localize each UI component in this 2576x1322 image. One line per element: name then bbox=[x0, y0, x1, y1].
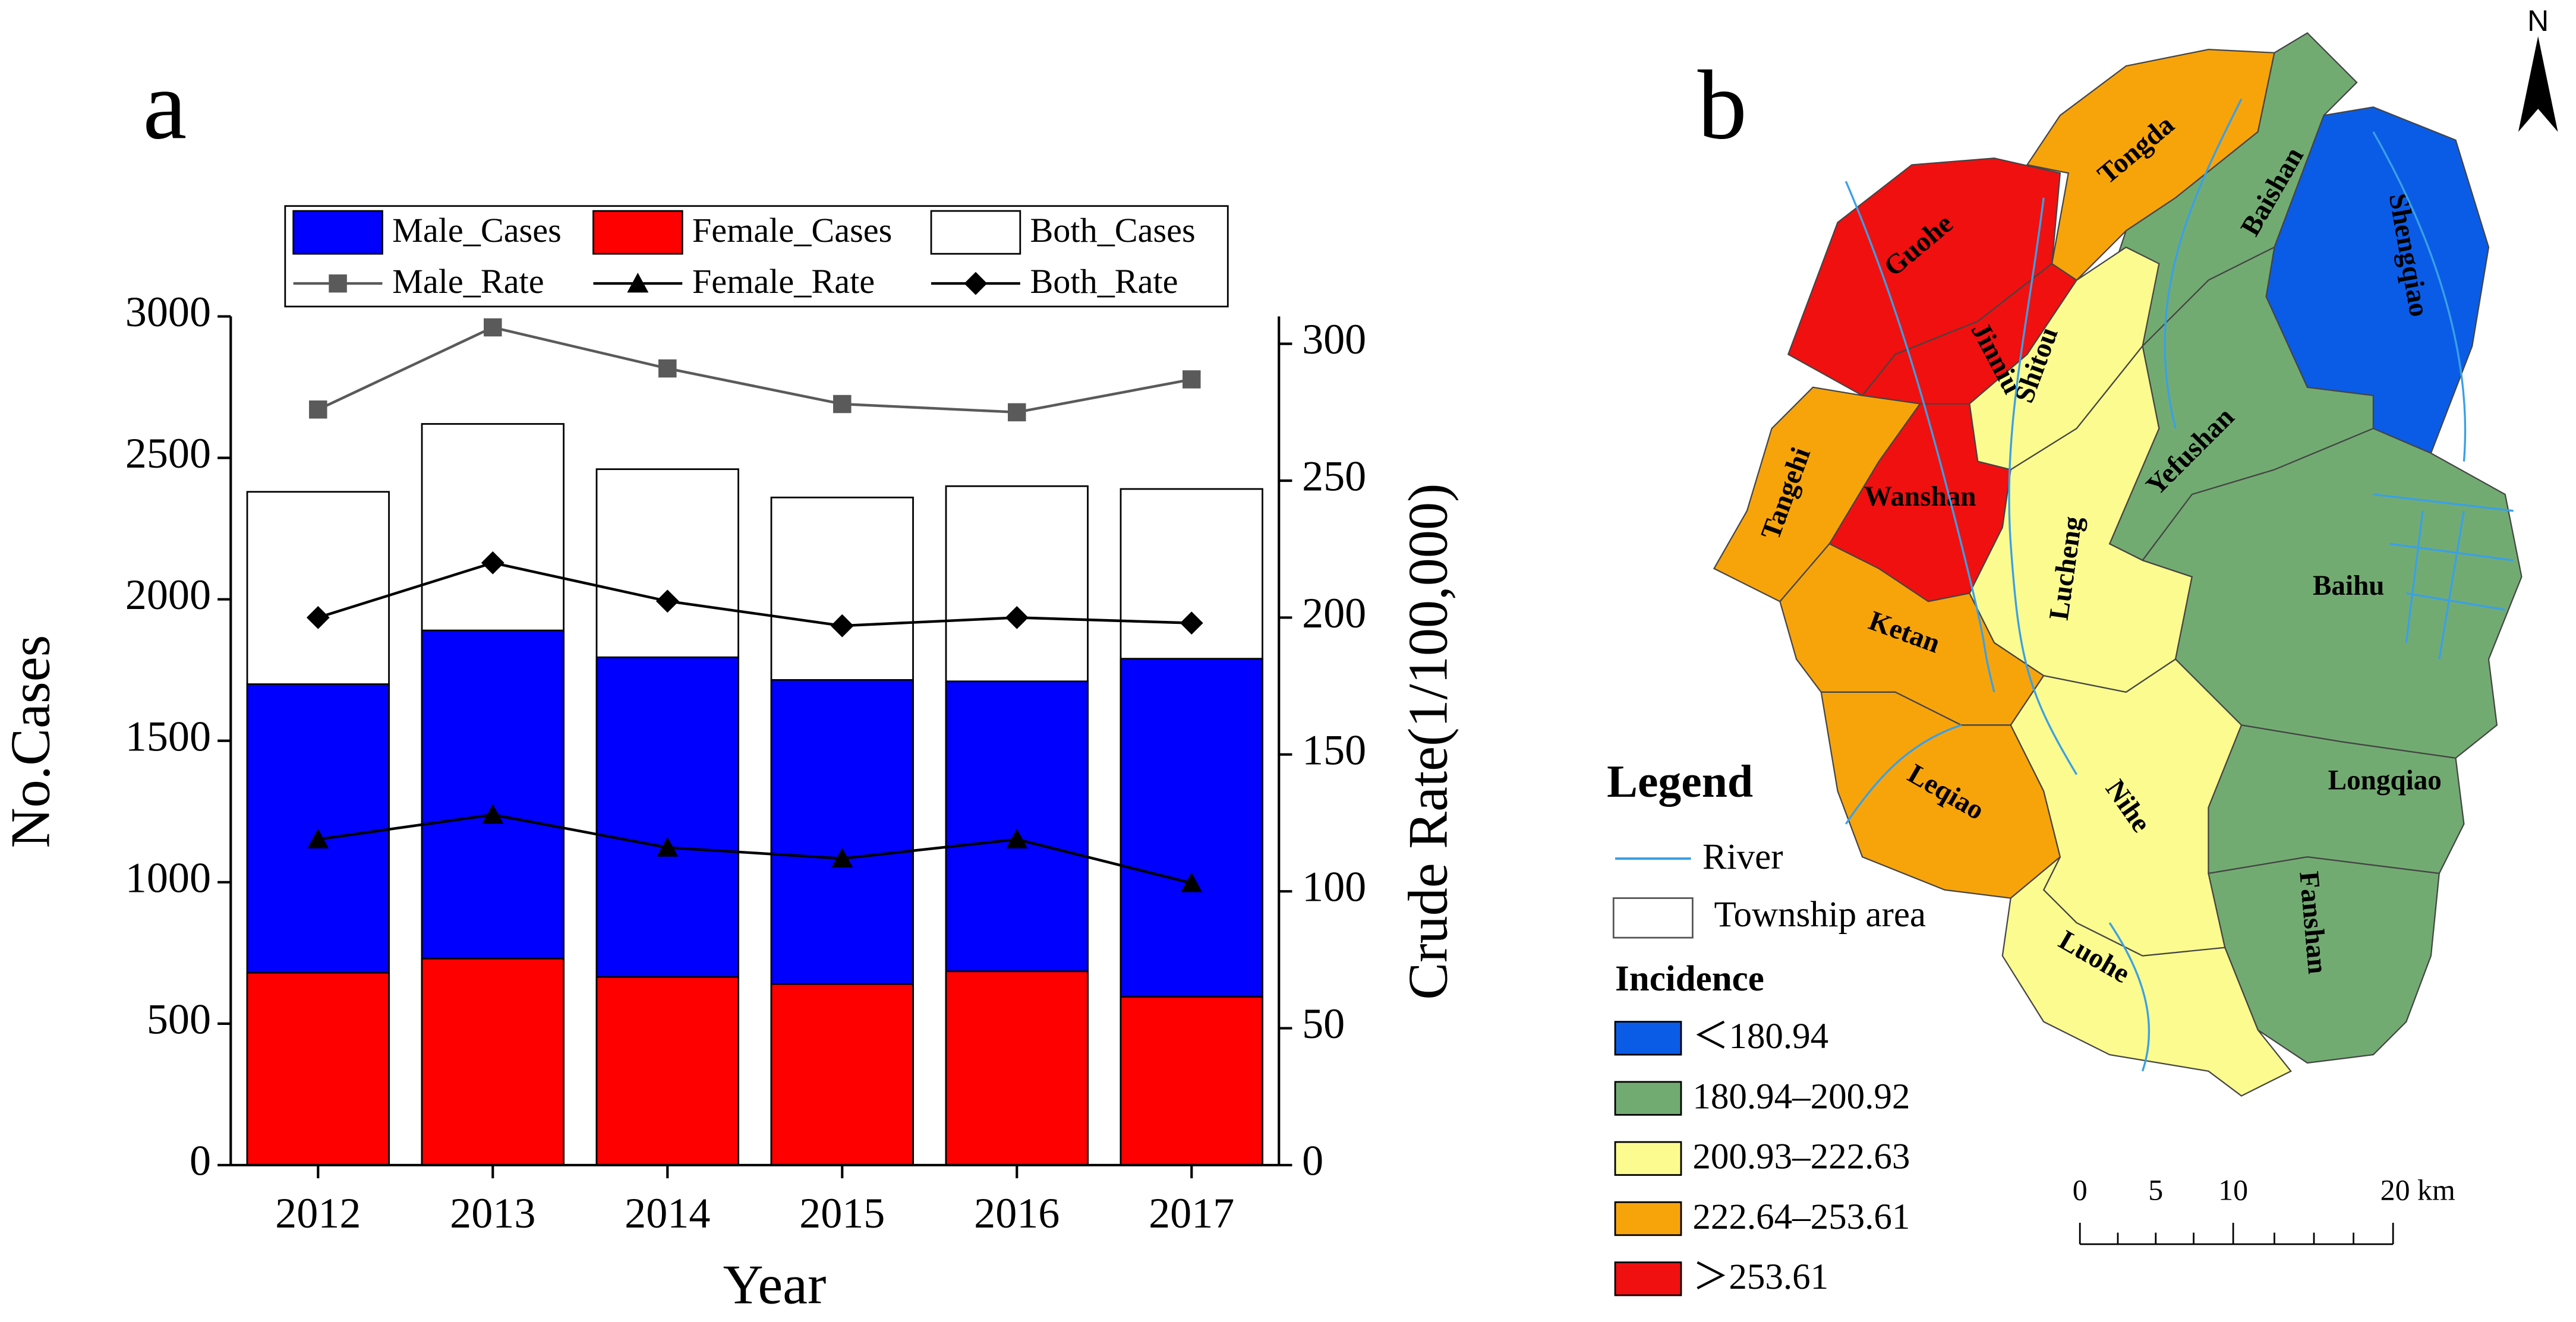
y2-tick-label: 100 bbox=[1302, 863, 1366, 911]
river bbox=[1844, 181, 1995, 693]
bar bbox=[246, 971, 390, 1166]
bar bbox=[945, 970, 1089, 1166]
township-label: Wanshan bbox=[1864, 481, 1976, 512]
legend-swatch bbox=[1614, 1261, 1682, 1296]
legend-swatch bbox=[1614, 1141, 1682, 1176]
township bbox=[2001, 856, 2292, 1097]
marker bbox=[307, 828, 329, 848]
marker bbox=[657, 837, 679, 857]
marker bbox=[658, 359, 677, 378]
marker bbox=[1005, 605, 1029, 629]
bar bbox=[1120, 996, 1263, 1166]
marker bbox=[484, 318, 502, 337]
legend-label: Female_Rate bbox=[692, 262, 875, 301]
legend-label: Female_Cases bbox=[692, 211, 892, 250]
legend-swatch bbox=[1614, 1081, 1682, 1116]
rivers bbox=[1844, 98, 2514, 1072]
x-tick-label: 2017 bbox=[1149, 1190, 1234, 1237]
marker bbox=[1006, 828, 1028, 848]
marker bbox=[309, 400, 327, 419]
x-tick-label: 2016 bbox=[974, 1190, 1060, 1237]
panel-label: b bbox=[1698, 50, 1747, 159]
bar bbox=[770, 983, 914, 1166]
legend-label: Both_Rate bbox=[1030, 262, 1178, 301]
legend-title: Legend bbox=[1607, 756, 1753, 807]
legend-label: ＜180.94 bbox=[1692, 1017, 1828, 1056]
y2-tick-label: 150 bbox=[1302, 726, 1366, 774]
township-label: Baihu bbox=[2313, 570, 2385, 601]
legend-label: 200.93–222.63 bbox=[1692, 1137, 1910, 1177]
x-tick-label: 2013 bbox=[450, 1190, 535, 1237]
y-tick-label: 500 bbox=[147, 995, 211, 1043]
y-tick-label: 2000 bbox=[125, 571, 211, 619]
legend-marker bbox=[964, 272, 988, 295]
line bbox=[317, 561, 1192, 627]
legend-swatch bbox=[1614, 1021, 1682, 1056]
x-tick-label: 2012 bbox=[275, 1190, 361, 1237]
scale-label: 10 bbox=[2218, 1174, 2248, 1207]
scale-bar bbox=[2079, 1222, 2394, 1245]
panel-label: a bbox=[143, 50, 187, 159]
river bbox=[2164, 98, 2243, 429]
legend-label: Male_Rate bbox=[392, 262, 544, 301]
river bbox=[1844, 724, 2151, 1072]
y2-tick-label: 200 bbox=[1302, 589, 1366, 637]
marker bbox=[830, 614, 854, 638]
river bbox=[2373, 493, 2514, 660]
bar bbox=[595, 976, 739, 1166]
marker bbox=[831, 847, 853, 868]
y-tick-label: 1000 bbox=[125, 854, 211, 901]
river bbox=[2008, 197, 2078, 775]
y-tick-label: 2500 bbox=[125, 430, 211, 477]
legend-label: Both_Cases bbox=[1030, 211, 1195, 250]
legend-swatch bbox=[1614, 1201, 1682, 1236]
marker bbox=[481, 551, 505, 575]
marker bbox=[833, 395, 852, 414]
legend-label: Township area bbox=[1714, 895, 1926, 935]
y-tick-label: 1500 bbox=[125, 712, 211, 760]
line bbox=[317, 326, 1192, 414]
marker bbox=[1181, 872, 1203, 892]
y-tick-label: 0 bbox=[190, 1137, 211, 1184]
legend-marker bbox=[627, 273, 649, 293]
scale-ticks bbox=[2079, 1222, 2394, 1245]
scale-label: 20 km bbox=[2380, 1174, 2455, 1207]
legend-label: Male_Cases bbox=[392, 211, 562, 250]
legend-swatch bbox=[292, 210, 383, 255]
y2-axis-label: Crude Rate(1/100,000) bbox=[1398, 483, 1459, 999]
township-label: Longqiao bbox=[2328, 765, 2442, 796]
river bbox=[2372, 131, 2467, 462]
legend-swatch bbox=[930, 210, 1021, 255]
x-tick-label: 2015 bbox=[799, 1190, 885, 1237]
scale-label: 0 bbox=[2073, 1174, 2088, 1207]
bar bbox=[421, 957, 565, 1166]
legend-label: ＞253.61 bbox=[1692, 1257, 1828, 1297]
legend-subtitle: Incidence bbox=[1615, 959, 1764, 999]
y-axis-label: No.Cases bbox=[0, 635, 62, 848]
township bbox=[2141, 427, 2523, 759]
marker bbox=[1182, 370, 1201, 389]
legend-marker bbox=[329, 274, 347, 293]
north-label: N bbox=[2527, 4, 2549, 37]
map: Tongda Baishan ShengqiaoGuoheJinniuShitouW… bbox=[1713, 32, 2523, 1097]
scale-label: 5 bbox=[2148, 1174, 2163, 1207]
legend-swatch bbox=[592, 210, 683, 255]
y2-tick-label: 0 bbox=[1302, 1137, 1323, 1184]
line bbox=[317, 813, 1192, 885]
y2-tick-label: 50 bbox=[1302, 1000, 1345, 1047]
x-axis-label: Year bbox=[723, 1254, 827, 1315]
legend-township bbox=[1612, 897, 1694, 939]
y2-tick-label: 300 bbox=[1302, 315, 1366, 363]
north-arrow bbox=[2518, 36, 2558, 132]
marker bbox=[1008, 403, 1026, 422]
y2-tick-label: 250 bbox=[1302, 453, 1366, 500]
legend-box bbox=[284, 205, 1229, 308]
legend-label: River bbox=[1702, 837, 1783, 877]
marker bbox=[482, 804, 504, 824]
x-tick-label: 2014 bbox=[625, 1190, 710, 1237]
legend-label: 222.64–253.61 bbox=[1692, 1197, 1910, 1237]
legend-label: 180.94–200.92 bbox=[1692, 1077, 1910, 1116]
y-tick-label: 3000 bbox=[125, 288, 211, 336]
